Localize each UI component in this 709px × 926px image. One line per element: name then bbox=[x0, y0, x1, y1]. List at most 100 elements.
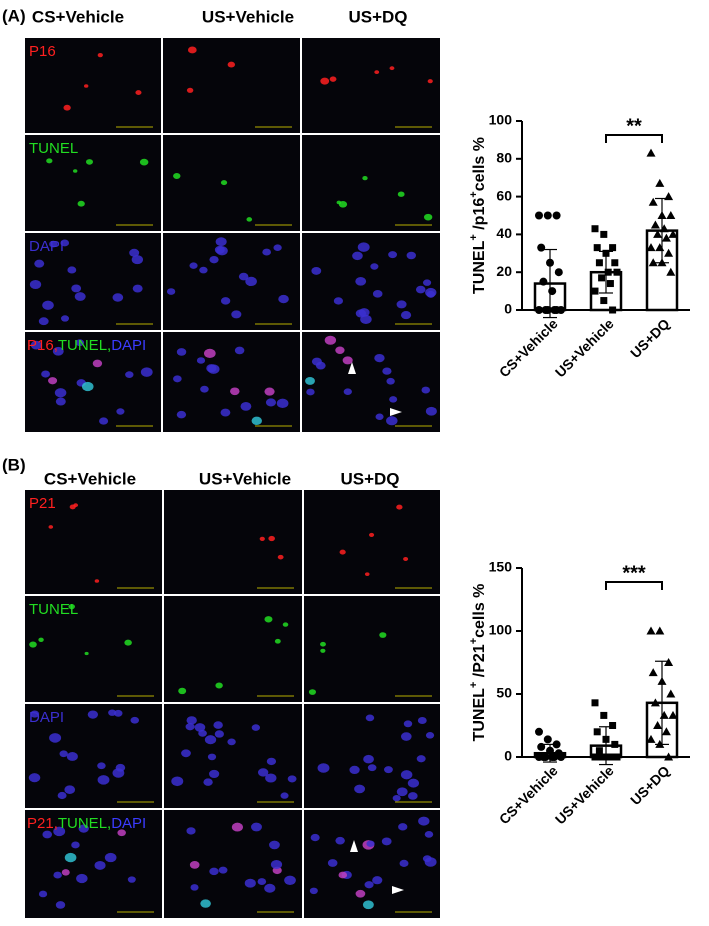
micrograph bbox=[302, 233, 440, 330]
data-point bbox=[537, 243, 546, 252]
cell bbox=[251, 724, 260, 731]
cell bbox=[398, 823, 408, 831]
cell bbox=[83, 84, 89, 88]
data-point bbox=[609, 722, 617, 729]
cell bbox=[262, 248, 271, 256]
cell bbox=[386, 416, 398, 426]
cell bbox=[214, 730, 224, 738]
cell bbox=[117, 829, 126, 837]
cell bbox=[231, 310, 242, 319]
x-tick-label: CS+Vehicle bbox=[496, 315, 561, 380]
y-axis-label-part: cells % bbox=[471, 137, 488, 191]
y-axis-label: TUNEL+ /p16+cells % bbox=[468, 137, 488, 294]
cell bbox=[57, 791, 67, 800]
cell bbox=[335, 346, 345, 354]
cell bbox=[42, 300, 54, 310]
data-point bbox=[539, 277, 548, 286]
data-point bbox=[548, 287, 557, 296]
cell bbox=[139, 158, 149, 166]
cell bbox=[64, 785, 76, 794]
cell bbox=[203, 348, 216, 359]
arrowhead bbox=[390, 408, 402, 416]
cell bbox=[52, 346, 64, 356]
cell bbox=[282, 622, 289, 627]
cell bbox=[379, 632, 387, 638]
merge-label-part: DAPI bbox=[111, 815, 146, 832]
data-point bbox=[595, 259, 603, 267]
cell bbox=[284, 875, 296, 885]
cell bbox=[274, 638, 281, 644]
cell bbox=[74, 292, 86, 301]
data-point bbox=[664, 248, 674, 257]
cell bbox=[244, 878, 256, 888]
cell bbox=[421, 386, 431, 394]
image-background bbox=[164, 596, 302, 702]
cell bbox=[238, 272, 249, 281]
cell bbox=[135, 90, 142, 95]
data-point bbox=[543, 735, 552, 744]
data-point bbox=[535, 306, 543, 314]
data-point bbox=[668, 229, 678, 238]
cell bbox=[338, 871, 348, 879]
cell bbox=[200, 385, 209, 393]
cell bbox=[61, 869, 70, 876]
data-point bbox=[591, 699, 599, 707]
data-point bbox=[611, 740, 619, 748]
cell bbox=[189, 861, 200, 869]
cell bbox=[366, 840, 375, 848]
image-background bbox=[25, 704, 162, 808]
data-point bbox=[609, 306, 617, 314]
cell bbox=[389, 66, 395, 71]
data-point bbox=[611, 259, 619, 267]
cell bbox=[113, 709, 123, 717]
data-point bbox=[655, 739, 665, 748]
cell bbox=[424, 857, 437, 867]
merge-label-part: TUNEL, bbox=[58, 337, 111, 354]
cell bbox=[94, 579, 100, 583]
cell bbox=[185, 723, 195, 731]
data-point bbox=[613, 268, 621, 276]
micrograph bbox=[163, 332, 300, 432]
cell bbox=[257, 878, 267, 886]
row-label: P16 bbox=[29, 43, 56, 60]
cell bbox=[422, 279, 432, 286]
y-tick-label: 100 bbox=[489, 622, 513, 638]
y-tick-label: 60 bbox=[496, 187, 512, 203]
cell bbox=[426, 290, 436, 298]
cell bbox=[311, 266, 322, 275]
cell bbox=[104, 852, 117, 863]
cell bbox=[124, 639, 132, 646]
data-point bbox=[668, 710, 678, 719]
cell bbox=[186, 827, 196, 835]
data-point bbox=[664, 658, 674, 666]
data-point bbox=[666, 689, 676, 698]
cell bbox=[186, 716, 197, 725]
cell bbox=[399, 859, 409, 867]
cell bbox=[362, 176, 368, 181]
cell bbox=[198, 729, 207, 737]
cell bbox=[30, 340, 42, 350]
image-background bbox=[304, 490, 440, 594]
data-point bbox=[657, 211, 667, 219]
cell bbox=[99, 417, 109, 425]
data-point bbox=[546, 746, 554, 755]
data-point bbox=[598, 753, 606, 761]
cell bbox=[265, 398, 277, 407]
cell bbox=[207, 753, 217, 761]
data-point bbox=[552, 740, 561, 749]
cell bbox=[327, 859, 338, 867]
cell bbox=[266, 757, 277, 766]
data-point bbox=[653, 229, 663, 238]
micrograph bbox=[164, 490, 302, 594]
cell bbox=[364, 881, 374, 889]
micrograph bbox=[25, 38, 161, 133]
cell bbox=[53, 871, 62, 879]
cell bbox=[425, 731, 435, 739]
cell bbox=[257, 768, 269, 777]
cell bbox=[213, 721, 223, 729]
significance-bracket bbox=[605, 134, 663, 143]
cell bbox=[181, 749, 191, 758]
cell bbox=[308, 689, 317, 695]
micrograph bbox=[304, 704, 440, 808]
micrograph bbox=[302, 38, 440, 133]
